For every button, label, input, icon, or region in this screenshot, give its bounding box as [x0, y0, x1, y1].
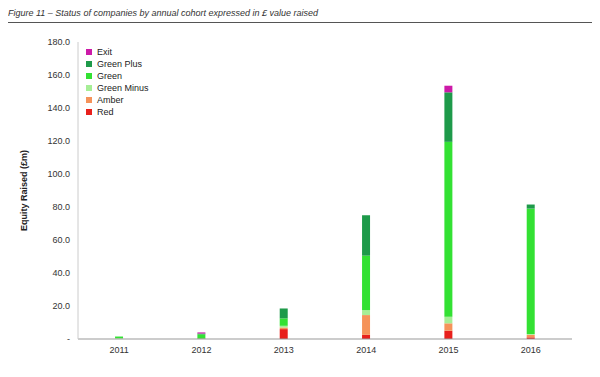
html-text:Figure 11 – Status of companie: Figure 11 – Status of companies by annua…	[8, 8, 318, 18]
svg-text:100.0: 100.0	[47, 169, 70, 179]
html-text:Amber: Amber	[97, 95, 124, 105]
svg-text:2013: 2013	[274, 345, 294, 355]
svg-text:20.0: 20.0	[52, 301, 70, 311]
svg-text:2011: 2011	[109, 345, 128, 355]
svg-text:2015: 2015	[438, 345, 458, 355]
svg-text:-: -	[67, 334, 70, 344]
svg-text:2014: 2014	[356, 345, 376, 355]
html-text:Green Minus: Green Minus	[97, 83, 149, 93]
svg-text:80.0: 80.0	[52, 202, 70, 212]
html-text:Green: Green	[97, 71, 122, 81]
svg-text:2012: 2012	[191, 345, 211, 355]
html-text:Exit: Exit	[97, 47, 112, 57]
svg-text:140.0: 140.0	[47, 103, 70, 113]
svg-text:160.0: 160.0	[47, 70, 70, 80]
svg-text:Equity Raised (£m): Equity Raised (£m)	[19, 150, 29, 231]
svg-text:180.0: 180.0	[47, 37, 70, 47]
svg-text:40.0: 40.0	[52, 268, 70, 278]
svg-text:120.0: 120.0	[47, 136, 70, 146]
html-text:Green Plus: Green Plus	[97, 59, 142, 69]
svg-text:2016: 2016	[521, 345, 541, 355]
svg-text:60.0: 60.0	[52, 235, 70, 245]
html-text:Red: Red	[97, 107, 114, 117]
